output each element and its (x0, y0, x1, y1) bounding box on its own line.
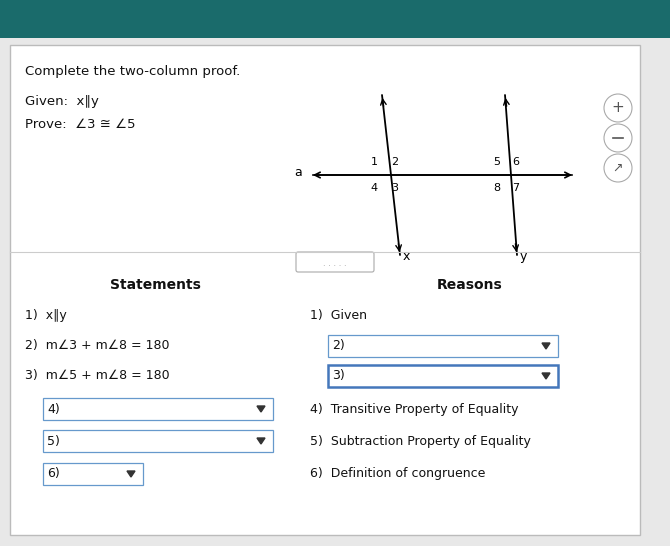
Text: 3): 3) (332, 370, 345, 383)
Text: 6): 6) (47, 467, 60, 480)
FancyBboxPatch shape (0, 0, 670, 38)
Text: 3: 3 (391, 183, 398, 193)
FancyBboxPatch shape (43, 398, 273, 420)
FancyBboxPatch shape (43, 430, 273, 452)
Text: 4: 4 (371, 183, 378, 193)
FancyBboxPatch shape (10, 45, 640, 535)
Text: 4)  Transitive Property of Equality: 4) Transitive Property of Equality (310, 402, 519, 416)
Polygon shape (257, 406, 265, 412)
Text: 1)  Given: 1) Given (310, 310, 367, 323)
Text: a: a (294, 167, 302, 180)
Text: 8: 8 (493, 183, 500, 193)
Polygon shape (127, 471, 135, 477)
Text: 3)  m∠5 + m∠8 = 180: 3) m∠5 + m∠8 = 180 (25, 370, 170, 383)
Text: 5): 5) (47, 435, 60, 448)
Text: 6: 6 (512, 157, 519, 167)
Text: 2)  m∠3 + m∠8 = 180: 2) m∠3 + m∠8 = 180 (25, 340, 170, 353)
Text: Reasons: Reasons (437, 278, 503, 292)
Polygon shape (542, 343, 550, 349)
FancyBboxPatch shape (328, 365, 558, 387)
Text: Prove:  ∠3 ≅ ∠5: Prove: ∠3 ≅ ∠5 (25, 118, 135, 131)
Polygon shape (257, 438, 265, 444)
Text: Statements: Statements (110, 278, 200, 292)
Text: . . . . .: . . . . . (323, 258, 347, 268)
FancyBboxPatch shape (296, 252, 374, 272)
FancyBboxPatch shape (43, 463, 143, 485)
FancyBboxPatch shape (328, 335, 558, 357)
Text: ↗: ↗ (613, 162, 623, 175)
Text: 5)  Subtraction Property of Equality: 5) Subtraction Property of Equality (310, 435, 531, 448)
Text: 1)  x∥y: 1) x∥y (25, 310, 67, 323)
Text: 1: 1 (371, 157, 378, 167)
Text: 2): 2) (332, 340, 345, 353)
Text: x: x (403, 250, 410, 263)
Text: Complete the two-column proof.: Complete the two-column proof. (25, 65, 241, 78)
Text: y: y (520, 250, 527, 263)
Text: 6)  Definition of congruence: 6) Definition of congruence (310, 467, 485, 480)
Polygon shape (542, 373, 550, 379)
Text: 7: 7 (512, 183, 519, 193)
Text: 2: 2 (391, 157, 398, 167)
Text: +: + (612, 100, 624, 116)
Text: Given:  x∥y: Given: x∥y (25, 95, 99, 108)
Text: 5: 5 (493, 157, 500, 167)
Text: 4): 4) (47, 402, 60, 416)
